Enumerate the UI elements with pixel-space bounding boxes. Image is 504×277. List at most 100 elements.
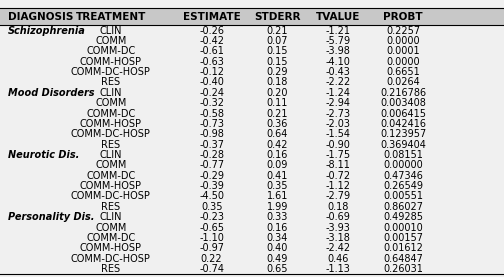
Text: RES: RES bbox=[101, 264, 120, 274]
Text: 0.36: 0.36 bbox=[267, 119, 288, 129]
Text: 0.369404: 0.369404 bbox=[380, 140, 426, 150]
Text: 0.29: 0.29 bbox=[267, 67, 288, 77]
Text: 0.49285: 0.49285 bbox=[383, 212, 423, 222]
Text: -2.42: -2.42 bbox=[325, 243, 350, 253]
Text: 0.42: 0.42 bbox=[267, 140, 288, 150]
Text: 0.33: 0.33 bbox=[267, 212, 288, 222]
Text: -0.58: -0.58 bbox=[199, 109, 224, 119]
Text: 0.18: 0.18 bbox=[327, 202, 348, 212]
Text: -0.61: -0.61 bbox=[199, 46, 224, 57]
Text: -2.22: -2.22 bbox=[325, 78, 350, 88]
Text: -0.72: -0.72 bbox=[325, 171, 350, 181]
Text: Schizophrenia: Schizophrenia bbox=[8, 26, 86, 36]
Text: 0.216786: 0.216786 bbox=[380, 88, 426, 98]
Text: -1.54: -1.54 bbox=[325, 129, 350, 139]
Text: DIAGNOSIS: DIAGNOSIS bbox=[8, 12, 73, 22]
Text: 0.07: 0.07 bbox=[267, 36, 288, 46]
Text: -0.63: -0.63 bbox=[199, 57, 224, 67]
Text: -0.69: -0.69 bbox=[325, 212, 350, 222]
Text: COMM-HOSP: COMM-HOSP bbox=[80, 243, 142, 253]
Text: 0.00157: 0.00157 bbox=[383, 233, 423, 243]
Text: RES: RES bbox=[101, 140, 120, 150]
Text: CLIN: CLIN bbox=[100, 150, 122, 160]
Text: -4.10: -4.10 bbox=[325, 57, 350, 67]
Text: 0.26549: 0.26549 bbox=[383, 181, 423, 191]
Text: COMM-DC-HOSP: COMM-DC-HOSP bbox=[71, 191, 151, 201]
Text: -2.03: -2.03 bbox=[325, 119, 350, 129]
Text: COMM: COMM bbox=[95, 98, 127, 108]
Text: -1.13: -1.13 bbox=[325, 264, 350, 274]
Text: -2.79: -2.79 bbox=[325, 191, 350, 201]
Text: 0.0000: 0.0000 bbox=[387, 57, 420, 67]
Text: -0.40: -0.40 bbox=[199, 78, 224, 88]
Text: 0.0264: 0.0264 bbox=[387, 78, 420, 88]
Text: -0.98: -0.98 bbox=[199, 129, 224, 139]
Text: -1.10: -1.10 bbox=[199, 233, 224, 243]
Text: 0.35: 0.35 bbox=[201, 202, 222, 212]
Text: 0.2257: 0.2257 bbox=[386, 26, 420, 36]
Text: 0.00000: 0.00000 bbox=[384, 160, 423, 170]
Text: 0.20: 0.20 bbox=[267, 88, 288, 98]
Text: 0.6651: 0.6651 bbox=[387, 67, 420, 77]
Text: 0.64847: 0.64847 bbox=[383, 254, 423, 264]
Text: TVALUE: TVALUE bbox=[316, 12, 360, 22]
Text: 0.003408: 0.003408 bbox=[380, 98, 426, 108]
Text: Neurotic Dis.: Neurotic Dis. bbox=[8, 150, 79, 160]
Text: 0.26031: 0.26031 bbox=[383, 264, 423, 274]
Text: Personality Dis.: Personality Dis. bbox=[8, 212, 94, 222]
Text: PROBT: PROBT bbox=[384, 12, 423, 22]
Text: 0.09: 0.09 bbox=[267, 160, 288, 170]
Text: CLIN: CLIN bbox=[100, 88, 122, 98]
Text: 0.16: 0.16 bbox=[267, 223, 288, 233]
Text: 0.15: 0.15 bbox=[267, 57, 288, 67]
Text: -1.75: -1.75 bbox=[325, 150, 350, 160]
Text: COMM-DC-HOSP: COMM-DC-HOSP bbox=[71, 254, 151, 264]
Text: 0.18: 0.18 bbox=[267, 78, 288, 88]
Text: 0.65: 0.65 bbox=[267, 264, 288, 274]
Text: COMM-HOSP: COMM-HOSP bbox=[80, 119, 142, 129]
Text: 0.042416: 0.042416 bbox=[380, 119, 426, 129]
Text: 0.22: 0.22 bbox=[201, 254, 222, 264]
Text: 1.61: 1.61 bbox=[267, 191, 288, 201]
Text: 0.35: 0.35 bbox=[267, 181, 288, 191]
Text: -0.23: -0.23 bbox=[199, 212, 224, 222]
Text: -0.97: -0.97 bbox=[199, 243, 224, 253]
Text: 0.11: 0.11 bbox=[267, 98, 288, 108]
Bar bbox=[0, 8, 504, 25]
Text: -1.21: -1.21 bbox=[325, 26, 350, 36]
Text: -0.32: -0.32 bbox=[199, 98, 224, 108]
Text: -0.73: -0.73 bbox=[199, 119, 224, 129]
Text: -3.93: -3.93 bbox=[325, 223, 350, 233]
Text: -0.65: -0.65 bbox=[199, 223, 224, 233]
Text: CLIN: CLIN bbox=[100, 26, 122, 36]
Text: 0.40: 0.40 bbox=[267, 243, 288, 253]
Text: -2.73: -2.73 bbox=[325, 109, 350, 119]
Text: -0.39: -0.39 bbox=[199, 181, 224, 191]
Text: 0.86027: 0.86027 bbox=[383, 202, 423, 212]
Text: 0.21: 0.21 bbox=[267, 26, 288, 36]
Text: 0.21: 0.21 bbox=[267, 109, 288, 119]
Text: 0.46: 0.46 bbox=[327, 254, 348, 264]
Text: 0.15: 0.15 bbox=[267, 46, 288, 57]
Text: -0.12: -0.12 bbox=[199, 67, 224, 77]
Text: 1.99: 1.99 bbox=[267, 202, 288, 212]
Text: -3.98: -3.98 bbox=[325, 46, 350, 57]
Text: 0.0000: 0.0000 bbox=[387, 36, 420, 46]
Text: -2.94: -2.94 bbox=[325, 98, 350, 108]
Text: -0.24: -0.24 bbox=[199, 88, 224, 98]
Text: COMM-HOSP: COMM-HOSP bbox=[80, 57, 142, 67]
Text: Mood Disorders: Mood Disorders bbox=[8, 88, 94, 98]
Text: RES: RES bbox=[101, 78, 120, 88]
Text: 0.08151: 0.08151 bbox=[383, 150, 423, 160]
Text: -3.18: -3.18 bbox=[325, 233, 350, 243]
Text: 0.49: 0.49 bbox=[267, 254, 288, 264]
Text: COMM-DC-HOSP: COMM-DC-HOSP bbox=[71, 129, 151, 139]
Text: 0.16: 0.16 bbox=[267, 150, 288, 160]
Text: COMM-DC: COMM-DC bbox=[86, 233, 136, 243]
Text: 0.0001: 0.0001 bbox=[387, 46, 420, 57]
Text: -0.90: -0.90 bbox=[325, 140, 350, 150]
Text: CLIN: CLIN bbox=[100, 212, 122, 222]
Text: COMM: COMM bbox=[95, 160, 127, 170]
Text: -0.29: -0.29 bbox=[199, 171, 224, 181]
Text: -1.12: -1.12 bbox=[325, 181, 350, 191]
